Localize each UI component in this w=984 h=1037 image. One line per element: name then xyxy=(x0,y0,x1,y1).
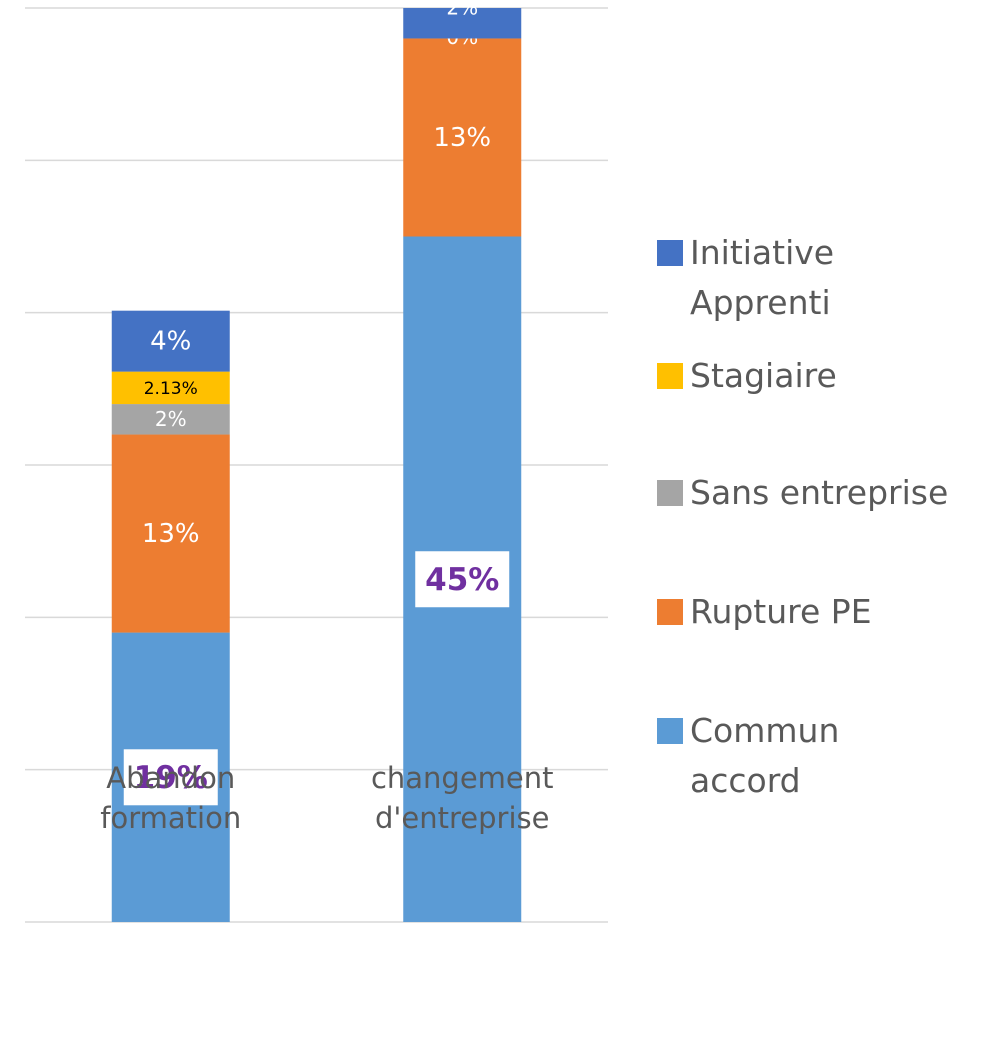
data-label: 2.13% xyxy=(144,379,198,399)
legend-label: Sans entreprise xyxy=(690,473,949,512)
data-label: 13% xyxy=(142,519,200,549)
bar-segment xyxy=(111,371,230,405)
bar-segment xyxy=(111,310,230,372)
data-label: 45% xyxy=(425,562,499,598)
data-label: 2% xyxy=(446,0,478,20)
label-box xyxy=(123,749,218,806)
legend-swatch xyxy=(657,240,683,266)
legend-label: Rupture PE xyxy=(690,592,872,631)
legend-label: Initiative Apprenti xyxy=(690,233,835,322)
legend-label: Stagiaire xyxy=(690,356,837,395)
x-tick-label: changement d'entreprise xyxy=(370,761,554,835)
legend-swatch xyxy=(657,599,683,625)
data-label: 2% xyxy=(155,407,187,431)
legend-swatch xyxy=(657,480,683,506)
label-box xyxy=(415,551,510,608)
data-label: 13% xyxy=(433,123,491,153)
legend-swatch xyxy=(657,718,683,744)
x-tick-label: Abandon formation xyxy=(100,761,242,835)
data-label: 19% xyxy=(134,760,208,796)
bar-segment xyxy=(403,38,522,237)
legend-label: Commun accord xyxy=(690,711,840,800)
legend-swatch xyxy=(657,363,683,389)
bar-segment xyxy=(111,434,230,633)
data-label: 4% xyxy=(150,327,191,357)
bar-segment xyxy=(111,404,230,435)
bar-segment xyxy=(403,8,522,39)
